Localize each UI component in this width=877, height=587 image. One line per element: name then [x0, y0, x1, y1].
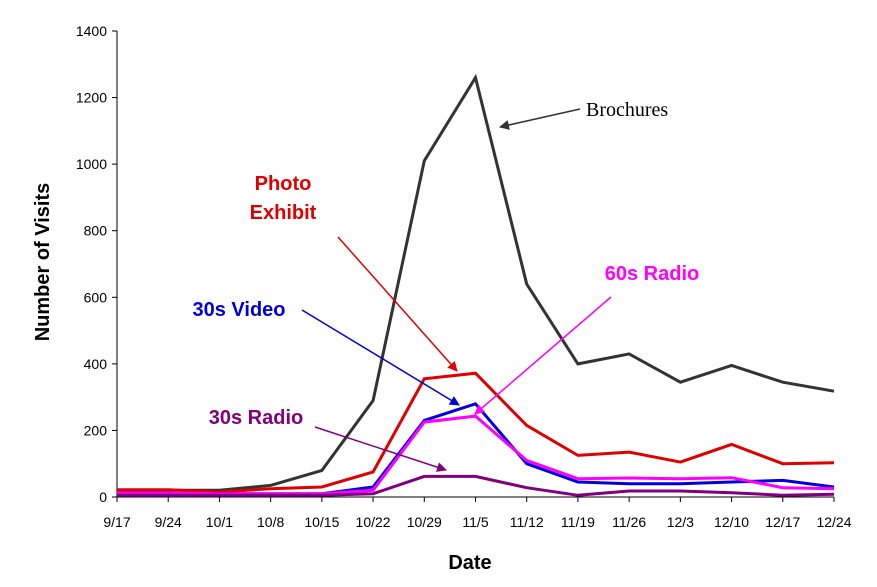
annotation-arrow-brochures: [499, 108, 581, 130]
x-tick-label: 10/15: [304, 514, 339, 530]
x-tick-label: 12/24: [816, 514, 851, 530]
y-tick-label: 200: [84, 422, 108, 438]
annotation-label-brochures: Brochures: [586, 99, 668, 121]
x-tick-label: 11/12: [510, 514, 544, 530]
x-tick-label: 10/8: [257, 514, 284, 530]
x-tick-label: 11/26: [612, 514, 646, 530]
x-tick-label: 12/10: [714, 514, 749, 530]
annotation-arrow-radio60: [474, 296, 612, 415]
x-tick-label: 11/19: [561, 514, 595, 530]
x-tick-label: 9/17: [103, 514, 130, 530]
annotation-label-photo: Exhibit: [250, 202, 317, 224]
series-line-30s-radio: [117, 474, 835, 497]
annotation-label-radio60: 60s Radio: [605, 263, 699, 285]
series-line-60s-radio: [117, 414, 835, 496]
annotation-label-video: 30s Video: [192, 299, 285, 321]
x-tick-label: 11/5: [462, 514, 488, 530]
series-line-photo-exhibit: [117, 371, 835, 494]
x-tick-label: 10/22: [356, 514, 391, 530]
x-tick-label: 10/1: [206, 514, 233, 530]
y-tick-label: 1400: [76, 23, 107, 39]
y-axis-title: Number of Visits: [32, 183, 54, 342]
x-tick-label: 10/29: [407, 514, 442, 530]
y-tick-label: 1000: [76, 156, 107, 172]
x-tick-label: 12/17: [765, 514, 800, 530]
x-tick-label: 12/3: [667, 514, 694, 530]
annotation-label-photo: Photo: [255, 173, 312, 195]
annotation-arrow-photo: [337, 236, 458, 372]
y-tick-label: 400: [84, 356, 108, 372]
y-tick-label: 600: [84, 289, 108, 305]
annotation-arrow-video: [301, 309, 460, 406]
x-axis-title: Date: [448, 552, 491, 574]
annotation-arrow-radio30: [314, 426, 447, 472]
annotation-label-radio30: 30s Radio: [209, 407, 303, 429]
y-tick-label: 1200: [76, 90, 107, 106]
y-tick-label: 0: [99, 489, 107, 505]
x-tick-label: 9/24: [155, 514, 182, 530]
y-tick-label: 800: [84, 223, 108, 239]
series-line-brochures: [117, 73, 835, 492]
